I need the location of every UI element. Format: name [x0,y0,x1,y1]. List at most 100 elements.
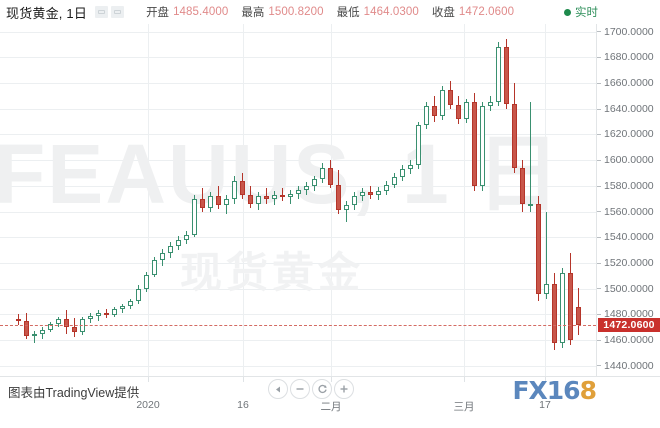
low-label: 最低 [336,7,360,19]
price-tick-label: 1640.0000 [597,104,654,114]
price-tick-label: 1620.0000 [597,129,654,140]
candle-body [200,198,205,208]
candle-body [176,239,181,247]
gridline-h [0,237,596,239]
gridline-v [243,24,244,376]
candle-body [104,313,109,316]
candle-body [392,176,397,185]
candle-body [336,184,341,211]
candle-body [496,47,501,103]
indicator-icon[interactable] [111,6,125,18]
high-value: 1500.8200 [268,6,324,18]
current-price-badge: 1472.0600 [598,317,660,332]
candle-body [232,180,237,199]
status-dot-icon [564,8,571,16]
candle-body [40,329,45,334]
time-tick-mark [148,377,149,382]
candle-body [312,179,317,186]
candle-body [520,167,525,204]
tradingview-credit: 图表由TradingView提供 [8,386,140,400]
chart-plot-area[interactable]: FEAUUS, 1 日 现货黄金 [0,24,596,376]
candle-body [24,321,29,336]
gridline-v [331,24,332,376]
gridline-h [0,160,596,162]
realtime-label: 实时 [575,7,598,19]
candle-body [320,167,325,180]
price-tick-label: 1440.0000 [597,360,654,371]
logo-text-orange: 8 [579,376,597,405]
candle-body [80,319,85,332]
gridline-h [0,211,596,213]
fx168-logo: FX168 [512,376,597,405]
candle-body [88,315,93,320]
candle-body [448,89,453,105]
zoom-in-icon[interactable] [334,379,354,399]
candle-body [128,301,133,306]
current-price-line [0,324,596,326]
gridline-h [0,57,596,59]
candle-body [472,102,477,186]
candle-body [328,167,333,185]
candle-body [512,103,517,168]
realtime-status: 实时 [564,4,598,20]
candle-body [112,309,117,315]
price-axis[interactable]: 1700.0000 1680.0000 1660.0000 1640.0000 1620… [596,24,660,376]
candle-body [56,319,61,324]
candle-body [352,196,357,206]
gridline-h [0,288,596,290]
gridline-v [148,24,149,376]
time-tick-label: 16 [237,399,249,411]
gridline-h [0,262,596,264]
candle-body [568,273,573,341]
ohlc-legend: 开盘 1485.4000 最高 1500.8200 最低 1464.0300 收… [146,4,514,20]
candle-body [384,184,389,191]
chart-controls [268,379,354,399]
candle-body [488,102,493,107]
candle-body [536,203,541,294]
candle-body [504,47,509,104]
candle-body [16,319,21,322]
candle-body [456,104,461,120]
candle-body [32,333,37,336]
candle-body [576,307,581,325]
candle-body [368,192,373,195]
candle-body [376,191,381,195]
candlestick-series [0,24,596,376]
candle-body [432,106,437,117]
candle-body [96,313,101,316]
candle-body [280,194,285,198]
candle-body [264,196,269,199]
chart-style-icon[interactable] [95,6,109,18]
high-label: 最高 [241,7,265,19]
candle-body [288,193,293,198]
candle-body [360,192,365,197]
price-tick-label: 1580.0000 [597,181,654,191]
time-tick-mark [464,377,465,382]
time-tick-label: 二月 [320,401,342,413]
gridline-h [0,108,596,110]
candle-body [440,89,445,117]
gridline-h [0,314,596,316]
gridline-h [0,365,596,367]
candle-wick [546,211,547,299]
zoom-out-icon[interactable] [290,379,310,399]
candle-body [480,106,485,186]
candle-body [400,169,405,177]
time-tick-mark [243,377,244,382]
time-tick-label: 17 [539,399,551,411]
candle-wick [530,102,531,212]
candle-body [168,246,173,253]
symbol-title: 现货黄金, 1日 [6,5,88,21]
reset-chart-icon[interactable] [312,379,332,399]
candle-body [184,234,189,240]
candle-wick [34,331,35,343]
candle-body [416,125,421,166]
candle-body [256,196,261,204]
candle-body [560,273,565,343]
logo-text-blue: FX16 [512,376,580,405]
candle-body [240,180,245,195]
scroll-left-icon[interactable] [268,379,288,399]
candle-body [544,283,549,294]
candle-body [272,194,277,199]
time-tick-label: 2020 [136,399,160,411]
